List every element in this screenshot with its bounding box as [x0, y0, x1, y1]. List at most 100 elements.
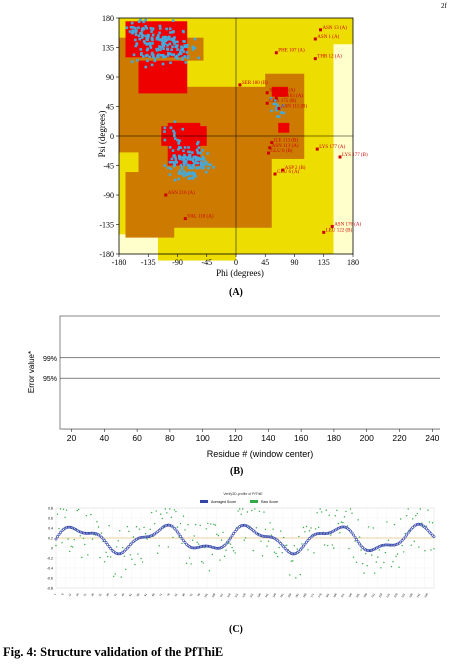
rama-point [282, 111, 285, 115]
rama-point [170, 157, 174, 161]
rama-flagged-point [274, 51, 278, 55]
verify3d-x-tick-label: 141 [264, 592, 270, 598]
rama-point [172, 38, 176, 42]
verify3d-avg-point [428, 530, 431, 534]
verify3d-raw-point [229, 543, 232, 545]
verify3d-avg-point [100, 535, 103, 539]
verify3d-raw-point [199, 524, 201, 527]
legend-label-averaged: Averaged Score [211, 500, 236, 504]
verify3d-x-tick-label: 111 [218, 592, 224, 598]
verify3d-x-tick-label: 181 [324, 592, 330, 598]
verify3d-raw-point [131, 558, 133, 561]
verify3d-avg-point [267, 535, 270, 539]
rama-point [135, 29, 138, 32]
rama-point [275, 108, 278, 112]
verify3d-raw-point [375, 561, 378, 563]
verify3d-avg-point [230, 534, 234, 538]
verify3d-avg-point [89, 531, 93, 535]
verify3d-avg-point [136, 537, 140, 540]
verify3d-avg-point [431, 533, 434, 537]
panel-label-b: (B) [230, 466, 244, 477]
verify3d-raw-point [68, 550, 71, 553]
rama-point [149, 46, 153, 49]
rama-point [131, 29, 135, 32]
verify3d-raw-point [79, 535, 81, 537]
verify3d-raw-point [327, 544, 329, 547]
verify3d-avg-point [244, 524, 248, 527]
rama-point [170, 37, 174, 41]
rama-point [168, 173, 172, 176]
rama-point [173, 36, 176, 39]
verify3d-x-tick-label: 166 [302, 592, 308, 598]
rama-point [193, 46, 197, 50]
rama-x-tick-label: -45 [201, 258, 212, 267]
verify3d-avg-point [277, 540, 281, 544]
rama-point [134, 33, 138, 36]
rama-point [164, 35, 167, 39]
verify3d-raw-point [328, 514, 330, 516]
verify3d-avg-point [317, 532, 321, 535]
verify3d-avg-point [98, 534, 102, 538]
rama-point [182, 158, 186, 162]
verify3d-x-tick-label: 136 [256, 592, 262, 598]
verify3d-x-tick-label: 106 [211, 592, 217, 598]
verify3d-x-tick-label: 26 [90, 592, 95, 597]
verify3d-avg-point [168, 523, 172, 527]
verify3d-avg-point [84, 531, 88, 535]
verify3d-raw-point [246, 511, 248, 513]
verify3d-raw-point [138, 528, 141, 530]
verify3d-x-ticks: 1 6 11 16 21 26 31 36 41 46 51 56 61 66 71 76 81 86 91 96 10… [53, 592, 429, 598]
verify3d-avg-point [262, 534, 266, 538]
verify3d-avg-point [87, 531, 91, 535]
rama-point [179, 50, 182, 54]
verify3d-avg-point [338, 526, 342, 530]
rama-point [185, 51, 189, 54]
verify3d-avg-point [141, 535, 144, 539]
verify3d-avg-point [417, 522, 421, 526]
legend-swatch-raw [250, 500, 258, 503]
verify3d-avg-point [268, 535, 272, 539]
verify3d-raw-point [264, 528, 267, 531]
rama-point [162, 44, 166, 48]
rama-point [144, 34, 147, 38]
verify3d-raw-point [58, 527, 60, 530]
verify3d-avg-point [377, 545, 381, 548]
verify3d-avg-point [258, 533, 261, 537]
rama-residue-label: ASN 176 (A) [334, 222, 361, 227]
rama-point [173, 40, 177, 44]
rama-residue-label: ASN 1 (A) [317, 35, 339, 40]
rama-flagged-point [330, 224, 334, 228]
verify3d-raw-point [276, 555, 279, 558]
verify3d-avg-point [423, 525, 427, 529]
verify3d-raw-point [273, 551, 276, 553]
rama-point [185, 43, 189, 47]
rama-x-tick-label: -135 [141, 258, 156, 267]
rama-point [187, 177, 191, 181]
rama-point [185, 45, 189, 49]
rama-point [177, 148, 180, 151]
verify3d-x-tick-label: 156 [287, 592, 293, 598]
verify3d-raw-point [194, 523, 197, 526]
rama-point [146, 47, 150, 51]
verify3d-avg-point [432, 535, 436, 538]
rama-point [142, 55, 145, 58]
verify3d-raw-point [202, 562, 204, 564]
verify3d-raw-point [62, 508, 65, 511]
verify3d-raw-point [196, 541, 198, 544]
rama-flagged-point [322, 230, 326, 234]
verify3d-raw-point [240, 513, 242, 515]
verify3d-raw-point [418, 546, 420, 548]
rama-point [139, 48, 143, 51]
verify3d-avg-point [206, 544, 210, 548]
verify3d-raw-point [292, 560, 294, 562]
rama-point [139, 18, 142, 22]
rama-point [177, 142, 180, 145]
verify3d-raw-point [296, 548, 299, 550]
verify3d-raw-point [114, 573, 116, 575]
verify3d-avg-point [367, 549, 371, 553]
rama-point [183, 156, 186, 159]
rama-point [168, 42, 172, 46]
rama-point [186, 56, 190, 60]
rama-point [150, 63, 154, 67]
rama-point [201, 148, 204, 152]
